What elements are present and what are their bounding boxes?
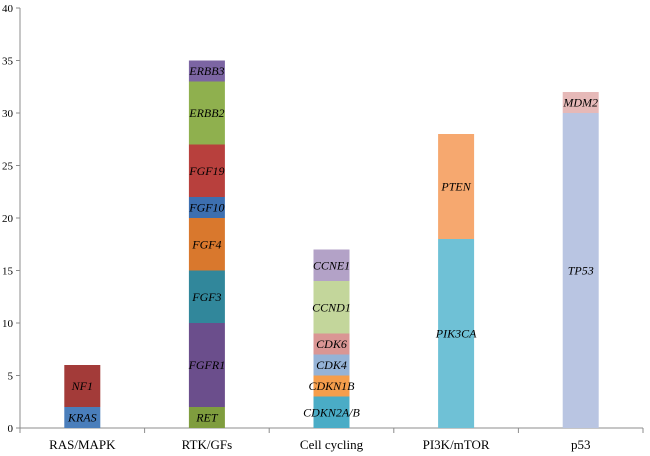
segment-label: FGF3 <box>191 290 221 304</box>
bar-segment-tp53 <box>562 113 599 428</box>
segment-label: RET <box>195 411 219 425</box>
bar-segment-kras <box>64 407 101 428</box>
y-tick-label: 40 <box>2 3 14 15</box>
bar-segment-fgf3 <box>188 270 225 323</box>
bar-segment-fgfr1 <box>188 323 225 407</box>
y-tick-label: 30 <box>2 108 14 120</box>
x-category-label: RAS/MAPK <box>49 437 116 452</box>
bar-segment-fgf10 <box>188 197 225 218</box>
x-category-label: PI3K/mTOR <box>423 437 490 452</box>
x-category-label: RTK/GFs <box>182 437 233 452</box>
x-category-label: Cell cycling <box>300 437 364 452</box>
segment-label: CCNE1 <box>313 258 350 272</box>
y-tick-label: 20 <box>2 213 14 225</box>
segment-label: CDK6 <box>316 337 347 351</box>
segment-label: FGFR1 <box>188 358 226 372</box>
segment-label: PTEN <box>440 180 471 194</box>
bar-segment-pten <box>438 134 475 239</box>
bar-segment-nf1 <box>64 365 101 407</box>
segment-label: CDKN1B <box>308 379 355 393</box>
y-tick-label: 10 <box>2 318 14 330</box>
x-category-label: p53 <box>571 437 591 452</box>
chart-bars <box>64 60 599 428</box>
segment-label: CDK4 <box>316 358 347 372</box>
segment-label: ERBB3 <box>188 64 224 78</box>
segment-label: FGF19 <box>188 164 224 178</box>
segment-label: MDM2 <box>562 96 598 110</box>
y-tick-label: 15 <box>2 266 14 278</box>
segment-label: KRAS <box>67 411 97 425</box>
segment-label: TP53 <box>568 264 594 278</box>
segment-label: CDKN2A/B <box>303 405 360 419</box>
bar-segment-fgf4 <box>188 218 225 271</box>
bar-segment-erbb3 <box>188 60 225 82</box>
bar-segment-cdk6 <box>313 333 350 355</box>
bar-segment-cdkn1b <box>313 375 350 397</box>
y-tick-label: 35 <box>2 56 14 68</box>
bar-segment-ccne1 <box>313 249 350 281</box>
bar-segment-cdkn2a-b <box>313 396 350 428</box>
bar-segment-fgf19 <box>188 144 225 197</box>
bar-segment-pik3ca <box>438 239 475 428</box>
chart-axes: 0 5 10 15 20 25 30 35 40 RAS/MAPK RTK/GFs Cell cycl… <box>2 3 644 452</box>
y-tick-label: 5 <box>8 371 14 383</box>
segment-label: PIK3CA <box>435 327 477 341</box>
bar-segment-cdk4 <box>313 354 350 376</box>
bar-segment-ret <box>188 407 225 428</box>
bar-segment-ccnd1 <box>313 281 350 334</box>
chart-labels: KRAS NF1 RET FGFR1 FGF3 FGF4 FGF10 FGF19 ERBB2 ER… <box>67 64 598 425</box>
segment-label: ERBB2 <box>188 106 224 120</box>
bar-segment-mdm2 <box>562 92 599 113</box>
y-tick-label: 0 <box>8 423 14 435</box>
segment-label: CCND1 <box>312 300 351 314</box>
bar-segment-erbb2 <box>188 81 225 145</box>
segment-label: NF1 <box>71 379 93 393</box>
segment-label: FGF10 <box>188 201 224 215</box>
segment-label: FGF4 <box>191 237 221 251</box>
y-tick-label: 25 <box>2 161 14 173</box>
